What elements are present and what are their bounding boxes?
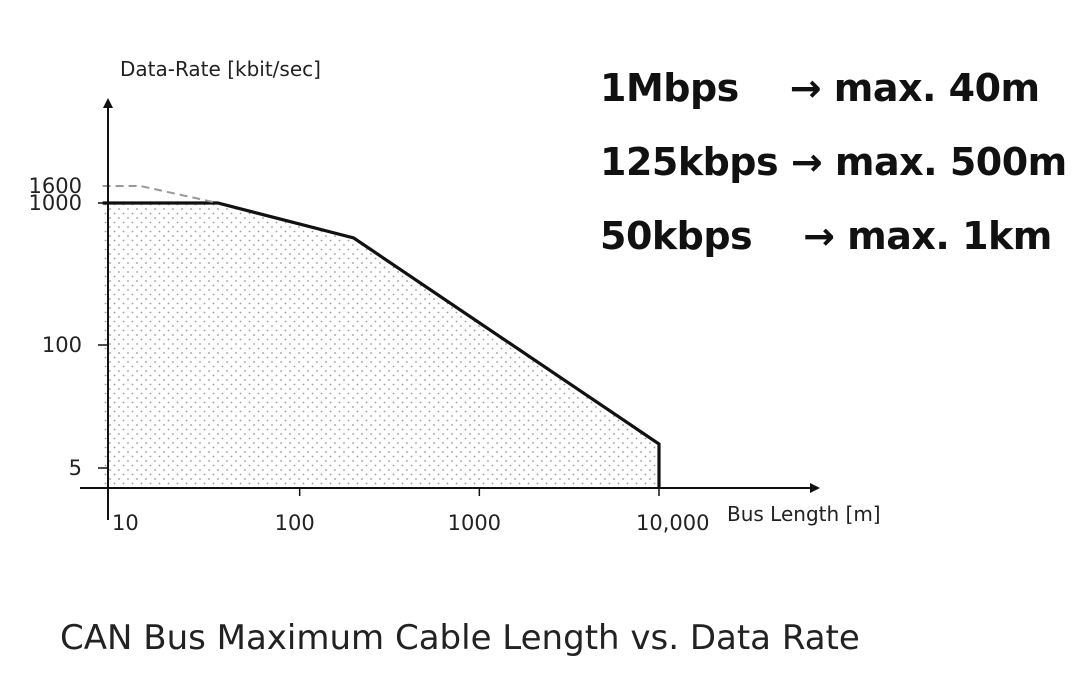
y-tick-label: 1600 [29, 174, 82, 198]
series-line-dashed [102, 185, 218, 204]
y-tick-label: 100 [42, 333, 82, 357]
x-tick-label: 100 [275, 511, 315, 535]
y-axis-arrow [103, 98, 113, 108]
y-tick-label: 1000 [29, 191, 82, 215]
note-125kbps: 125kbps → max. 500m [600, 140, 1067, 184]
note-50kbps: 50kbps → max. 1km [600, 214, 1052, 258]
series-line-solid [102, 201, 661, 488]
y-tick-label: 5 [69, 456, 82, 480]
x-axis-arrow [810, 483, 820, 493]
note-1mbps: 1Mbps → max. 40m [600, 66, 1040, 110]
x-tick-label: 1000 [448, 511, 501, 535]
chart-caption: CAN Bus Maximum Cable Length vs. Data Ra… [60, 618, 860, 658]
shaded-area [102, 203, 659, 488]
x-axis-title: Bus Length [m] [727, 502, 881, 526]
x-tick-label: 10,000 [636, 511, 709, 535]
y-axis-title: Data-Rate [kbit/sec] [120, 57, 321, 81]
x-tick-label: 10 [112, 511, 139, 535]
